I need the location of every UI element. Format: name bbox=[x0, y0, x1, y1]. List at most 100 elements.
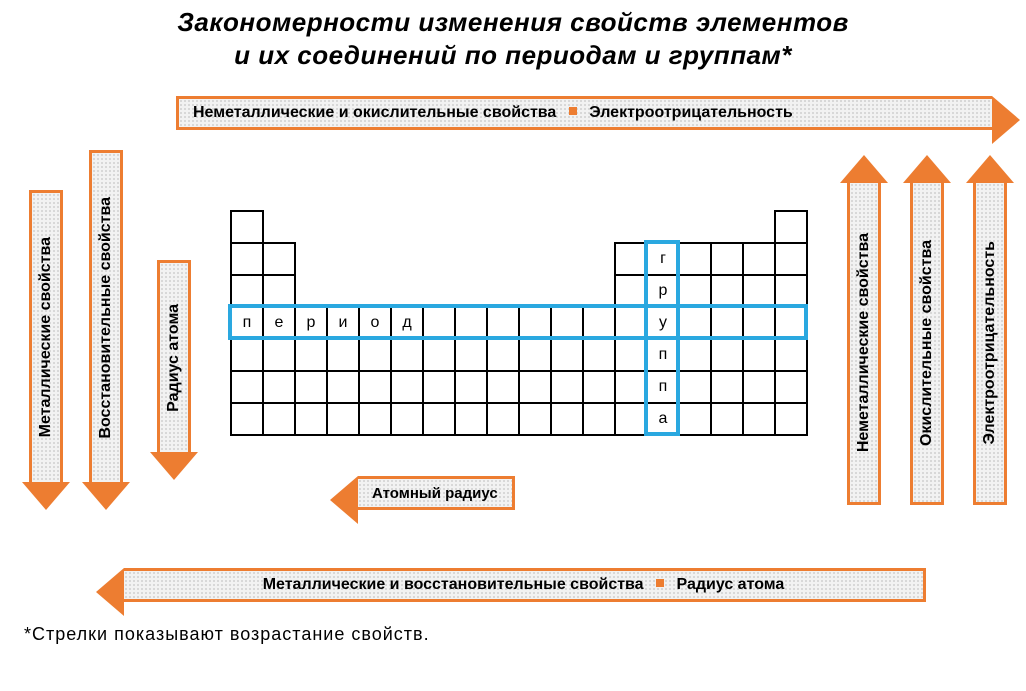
periodic-table-grid: грпериодуппа bbox=[230, 210, 806, 434]
grid-cell bbox=[710, 306, 744, 340]
arrowhead-down-icon bbox=[22, 482, 70, 510]
grid-cell bbox=[742, 402, 776, 436]
title-line-1: Закономерности изменения свойств элемент… bbox=[177, 7, 849, 37]
grid-cell bbox=[710, 370, 744, 404]
grid-cell bbox=[614, 242, 648, 276]
grid-cell bbox=[774, 242, 808, 276]
grid-cell bbox=[390, 402, 424, 436]
grid-cell bbox=[614, 338, 648, 372]
arrow-top-right-seg2: Электроотрицательность bbox=[589, 104, 793, 121]
arrowhead-up-icon bbox=[903, 155, 951, 183]
arrow-left-down-1: Металлические свойства bbox=[22, 190, 70, 510]
grid-cell bbox=[774, 210, 808, 244]
grid-cell bbox=[710, 338, 744, 372]
arrow-top-right-shaft: Неметаллические и окислительные свойства… bbox=[176, 96, 992, 130]
arrow-bottom-left-seg1: Металлические и восстановительные свойст… bbox=[263, 576, 644, 593]
arrow-top-right: Неметаллические и окислительные свойства… bbox=[176, 96, 1020, 144]
grid-cell bbox=[422, 338, 456, 372]
arrow-right-up-2: Окислительные свойства bbox=[903, 155, 951, 505]
grid-cell bbox=[582, 338, 616, 372]
grid-cell: п bbox=[646, 338, 680, 372]
arrow-right-up-2-shaft: Окислительные свойства bbox=[910, 183, 944, 505]
arrow-atomic-radius-shaft: Атомный радиус bbox=[358, 476, 515, 510]
grid-cell bbox=[774, 370, 808, 404]
grid-cell bbox=[358, 370, 392, 404]
grid-cell bbox=[614, 274, 648, 308]
grid-cell bbox=[230, 370, 264, 404]
grid-cell bbox=[454, 402, 488, 436]
grid-cell bbox=[550, 402, 584, 436]
grid-cell bbox=[230, 338, 264, 372]
grid-cell bbox=[454, 338, 488, 372]
arrow-left-down-1-label: Металлические свойства bbox=[37, 227, 55, 447]
arrow-bottom-left-shaft: Металлические и восстановительные свойст… bbox=[124, 568, 926, 602]
grid-cell bbox=[230, 274, 264, 308]
grid-cell bbox=[774, 306, 808, 340]
arrow-right-up-3-label: Электроотрицательность bbox=[981, 231, 999, 455]
grid-cell bbox=[422, 402, 456, 436]
arrow-left-down-2: Восстановительные свойства bbox=[82, 150, 130, 510]
grid-cell bbox=[742, 370, 776, 404]
grid-cell bbox=[294, 338, 328, 372]
arrow-left-down-1-shaft: Металлические свойства bbox=[29, 190, 63, 482]
grid-cell: р bbox=[646, 274, 680, 308]
arrow-left-down-2-label: Восстановительные свойства bbox=[97, 187, 115, 449]
arrow-atomic-radius: Атомный радиус bbox=[330, 476, 515, 524]
grid-cell bbox=[678, 306, 712, 340]
arrow-bottom-left-label: Металлические и восстановительные свойст… bbox=[263, 576, 785, 594]
grid-cell bbox=[774, 402, 808, 436]
arrowhead-up-icon bbox=[966, 155, 1014, 183]
grid-cell bbox=[742, 274, 776, 308]
grid-cell bbox=[262, 402, 296, 436]
grid-cell bbox=[614, 306, 648, 340]
arrow-right-up-1: Неметаллические свойства bbox=[840, 155, 888, 505]
grid-cell bbox=[358, 338, 392, 372]
arrowhead-down-icon bbox=[82, 482, 130, 510]
grid-cell bbox=[230, 242, 264, 276]
arrow-left-down-3: Радиус атома bbox=[150, 260, 198, 480]
grid-cell bbox=[582, 402, 616, 436]
page-title: Закономерности изменения свойств элемент… bbox=[0, 6, 1026, 71]
arrow-right-up-3-shaft: Электроотрицательность bbox=[973, 183, 1007, 505]
grid-cell bbox=[742, 306, 776, 340]
grid-cell bbox=[422, 306, 456, 340]
bullet-icon bbox=[569, 107, 577, 115]
grid-cell: г bbox=[646, 242, 680, 276]
arrow-left-down-2-shaft: Восстановительные свойства bbox=[89, 150, 123, 482]
grid-cell: д bbox=[390, 306, 424, 340]
footnote: *Стрелки показывают возрастание свойств. bbox=[24, 624, 430, 645]
arrowhead-up-icon bbox=[840, 155, 888, 183]
grid-cell bbox=[678, 274, 712, 308]
arrowhead-left-icon bbox=[96, 568, 124, 616]
arrow-top-right-label: Неметаллические и окислительные свойства… bbox=[193, 104, 793, 122]
arrow-right-up-1-label: Неметаллические свойства bbox=[855, 223, 873, 462]
grid-cell bbox=[550, 338, 584, 372]
title-line-2: и их соединений по периодам и группам* bbox=[234, 40, 792, 70]
grid-cell bbox=[774, 338, 808, 372]
grid-cell bbox=[614, 402, 648, 436]
grid-cell: п bbox=[230, 306, 264, 340]
grid-cell bbox=[262, 338, 296, 372]
grid-cell bbox=[262, 242, 296, 276]
grid-cell bbox=[294, 370, 328, 404]
grid-cell bbox=[774, 274, 808, 308]
grid-cell bbox=[518, 338, 552, 372]
grid-cell bbox=[518, 370, 552, 404]
grid-cell bbox=[518, 306, 552, 340]
grid-cell bbox=[390, 370, 424, 404]
grid-cell: а bbox=[646, 402, 680, 436]
grid-cell bbox=[486, 306, 520, 340]
grid-cell: у bbox=[646, 306, 680, 340]
grid-cell bbox=[614, 370, 648, 404]
grid-cell bbox=[742, 242, 776, 276]
arrow-right-up-1-shaft: Неметаллические свойства bbox=[847, 183, 881, 505]
grid-cell: о bbox=[358, 306, 392, 340]
grid-cell bbox=[518, 402, 552, 436]
grid-cell bbox=[230, 402, 264, 436]
arrow-left-down-3-label: Радиус атома bbox=[165, 294, 183, 422]
grid-cell bbox=[262, 274, 296, 308]
grid-cell bbox=[678, 242, 712, 276]
grid-cell bbox=[486, 402, 520, 436]
grid-cell bbox=[326, 338, 360, 372]
grid-cell: п bbox=[646, 370, 680, 404]
